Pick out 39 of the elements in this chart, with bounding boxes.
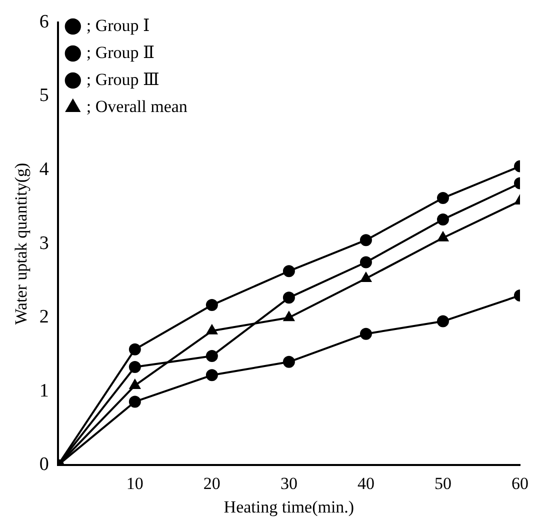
y-tick-label: 3 xyxy=(39,232,49,254)
point xyxy=(206,369,218,382)
point xyxy=(128,396,141,408)
y-tick-label: 6 xyxy=(39,11,49,32)
x-tick-label: 20 xyxy=(203,474,220,493)
x-tick-label: 40 xyxy=(357,474,374,493)
point xyxy=(284,312,294,322)
point xyxy=(360,272,372,282)
legend-label: ; Group Ⅱ xyxy=(86,42,155,62)
y-tick-label: 0 xyxy=(39,454,49,476)
x-axis-title: Heating time(min.) xyxy=(224,497,354,516)
point xyxy=(130,379,140,389)
point xyxy=(360,256,372,268)
point xyxy=(436,315,449,328)
x-tick-label: 30 xyxy=(280,474,298,493)
point xyxy=(438,232,448,242)
x-tick-label: 60 xyxy=(512,474,528,493)
y-tick-label: 5 xyxy=(39,85,49,106)
point xyxy=(206,350,218,362)
y-tick-label: 4 xyxy=(39,158,50,180)
point xyxy=(206,299,218,312)
point xyxy=(360,328,372,340)
point xyxy=(360,234,372,246)
point xyxy=(282,265,295,278)
point xyxy=(436,192,449,204)
point xyxy=(206,324,218,334)
point xyxy=(282,356,295,368)
legend-label: ; Group Ⅰ xyxy=(86,16,150,35)
x-tick-label: 10 xyxy=(126,474,144,493)
y-tick-label: 2 xyxy=(39,306,49,328)
point xyxy=(436,213,449,226)
x-tick-label: 50 xyxy=(434,474,452,493)
legend-label: ; Overall mean xyxy=(86,96,188,116)
point xyxy=(128,343,141,356)
y-tick-label: 1 xyxy=(39,380,49,402)
legend-label: ; Group Ⅲ xyxy=(86,70,160,89)
point xyxy=(282,292,295,304)
y-axis-title: Water uptak quantity(g) xyxy=(12,162,31,325)
point xyxy=(128,361,141,374)
